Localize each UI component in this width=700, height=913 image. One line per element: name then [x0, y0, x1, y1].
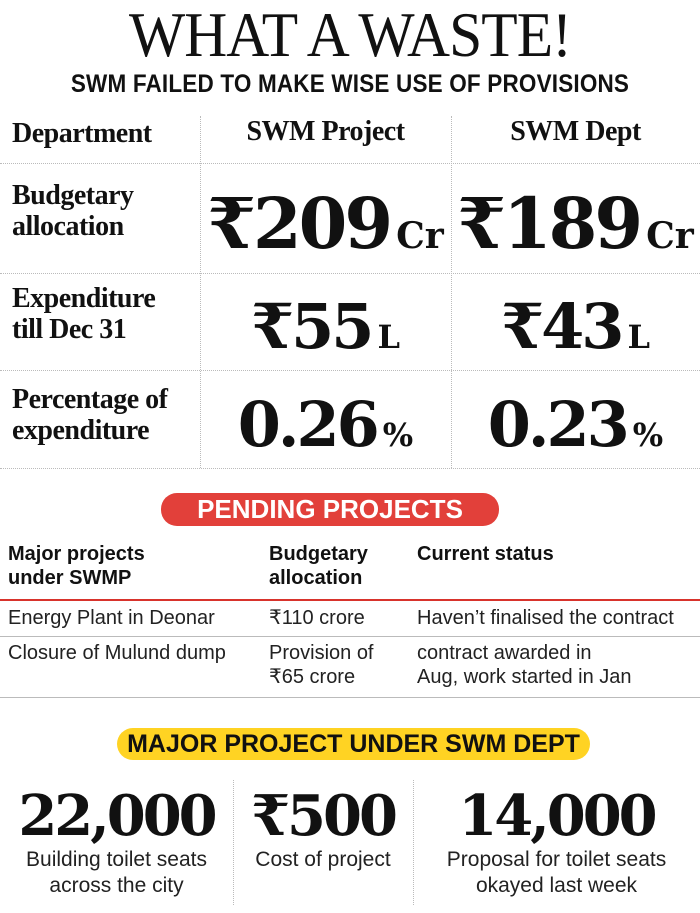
row-label-line: till Dec 31 — [12, 314, 127, 345]
dept-expenditure-value: ₹43 L — [451, 290, 700, 363]
project-budget-value: ₹209 Cr — [200, 182, 451, 265]
stat-proposal: 14,000 Proposal for toilet seats okayed … — [413, 785, 700, 899]
row-label-percentage: Percentage of expenditure — [12, 384, 168, 446]
column-divider — [200, 116, 201, 468]
row-label-line: expenditure — [12, 415, 150, 446]
stat-caption: Proposal for toilet seats — [446, 848, 667, 871]
row-divider — [0, 273, 700, 274]
cell-line: Provision of — [269, 642, 374, 664]
value-unit: Cr — [396, 215, 444, 257]
column-header-swm-project: SWM Project — [246, 116, 405, 147]
value-unit: L — [627, 318, 650, 356]
value-unit: % — [382, 416, 414, 454]
row-label-line: Expenditure — [12, 283, 156, 314]
row-label-line: Budgetary — [12, 180, 134, 211]
row-label-line: Percentage of — [12, 384, 168, 415]
row-label-line: allocation — [12, 211, 124, 242]
stat-divider — [413, 780, 414, 905]
pending-header-project: Major projects under SWMP — [8, 542, 145, 590]
value-number: ₹209 — [207, 182, 393, 265]
stat-caption: Cost of project — [255, 848, 391, 871]
page-title: WHAT A WASTE! — [128, 0, 572, 70]
row-divider — [0, 163, 700, 164]
value-unit: % — [632, 416, 664, 454]
project-expenditure-value: ₹55 L — [200, 290, 451, 363]
stat-project-cost: ₹500 Cost of project — [233, 785, 413, 873]
project-percentage-value: 0.26% — [200, 388, 451, 461]
stat-value: 22,000 — [18, 783, 217, 849]
column-header-swm-dept: SWM Dept — [510, 116, 641, 147]
stat-value: ₹500 — [251, 783, 398, 849]
cell-line: contract awarded in — [417, 642, 592, 664]
row-label-budgetary-allocation: Budgetary allocation — [12, 180, 134, 242]
pending-row-2-project: Closure of Mulund dump — [8, 642, 226, 664]
value-number: 0.23 — [487, 388, 630, 461]
stat-caption: Building toilet seats — [26, 848, 207, 871]
dept-percentage-value: 0.23% — [451, 388, 700, 461]
pending-row-1-status: Haven’t finalised the contract — [417, 607, 674, 629]
pending-row-1-allocation: ₹110 crore — [269, 607, 365, 629]
value-number: ₹189 — [457, 182, 643, 265]
stat-caption: okayed last week — [475, 874, 638, 897]
row-label-expenditure: Expenditure till Dec 31 — [12, 283, 156, 345]
column-header-department: Department — [12, 118, 152, 149]
column-divider — [451, 116, 452, 468]
header-line: Current status — [417, 543, 554, 565]
pending-row-1-project: Energy Plant in Deonar — [8, 607, 215, 629]
major-project-banner: MAJOR PROJECT UNDER SWM DEPT — [117, 728, 590, 760]
dept-budget-value: ₹189 Cr — [451, 182, 700, 265]
value-unit: Cr — [646, 215, 694, 257]
value-unit: L — [377, 318, 400, 356]
value-number: ₹43 — [501, 290, 624, 363]
row-divider — [0, 697, 700, 698]
value-number: 0.26 — [237, 388, 380, 461]
header-line: Budgetary — [269, 543, 368, 565]
row-divider — [0, 468, 700, 469]
stat-toilet-seats: 22,000 Building toilet seats across the … — [0, 785, 233, 899]
header-line: under SWMP — [8, 567, 132, 589]
stat-value: 14,000 — [458, 783, 657, 849]
pending-header-status: Current status — [417, 542, 554, 566]
row-divider — [0, 636, 700, 637]
stat-caption: across the city — [49, 874, 184, 897]
stat-divider — [233, 780, 234, 905]
page-subtitle: SWM FAILED TO MAKE WISE USE OF PROVISION… — [70, 70, 630, 98]
row-divider — [0, 370, 700, 371]
cell-line: ₹65 crore — [269, 666, 356, 688]
pending-header-allocation: Budgetary allocation — [269, 542, 368, 590]
value-number: ₹55 — [251, 290, 374, 363]
pending-row-2-status: contract awarded in Aug, work started in… — [417, 641, 632, 689]
header-line: allocation — [269, 567, 363, 589]
header-rule — [0, 599, 700, 601]
header-line: Major projects — [8, 543, 145, 565]
pending-projects-banner: PENDING PROJECTS — [161, 493, 499, 526]
cell-line: Aug, work started in Jan — [417, 666, 632, 688]
pending-row-2-allocation: Provision of ₹65 crore — [269, 641, 374, 689]
